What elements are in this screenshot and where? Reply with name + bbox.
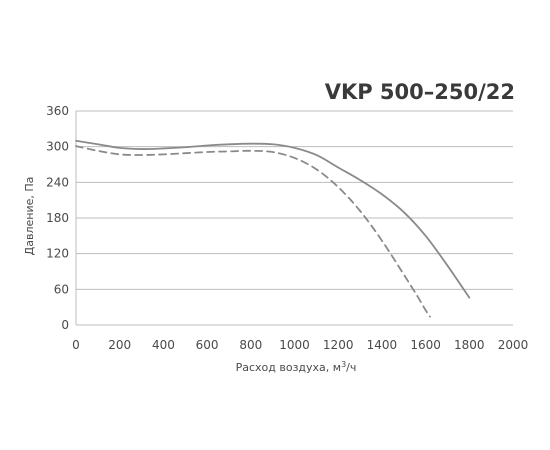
x-tick-label-400: 400 [152, 338, 175, 352]
y-tick-label-0: 0 [61, 318, 69, 332]
y-tick-label-300: 300 [46, 140, 69, 154]
x-axis-title-tail: /ч [346, 361, 356, 374]
x-tick-label-1200: 1200 [323, 338, 354, 352]
x-tick-label-0: 0 [72, 338, 80, 352]
x-axis-title-main: Расход воздуха, м [236, 361, 341, 374]
data-series [75, 139, 471, 318]
grid-lines [76, 110, 513, 290]
y-tick-labels: 0 60 120 180 240 300 360 [46, 104, 69, 332]
x-tick-label-1800: 1800 [454, 338, 485, 352]
y-tick-label-240: 240 [46, 175, 69, 189]
x-tick-label-200: 200 [108, 338, 131, 352]
x-tick-label-2000: 2000 [498, 338, 529, 352]
y-tick-label-360: 360 [46, 104, 69, 118]
x-axis-title-superscript: 3 [341, 360, 346, 369]
x-tick-label-1600: 1600 [410, 338, 441, 352]
chart-title: VKP 500–250/22 [325, 80, 515, 104]
y-tick-label-120: 120 [46, 247, 69, 261]
series-line-dashed [75, 145, 431, 318]
series-line-solid [75, 139, 471, 299]
x-tick-label-600: 600 [196, 338, 219, 352]
y-tick-label-180: 180 [46, 211, 69, 225]
x-tick-labels: 0 200 400 600 800 1000 1200 1400 1600 1800 2000 [72, 338, 528, 352]
y-tick-label-60: 60 [54, 282, 69, 296]
x-axis-title: Расход воздуха, м3/ч [236, 360, 357, 375]
y-axis-title: Давление, Па [23, 177, 36, 256]
x-tick-label-1400: 1400 [367, 338, 398, 352]
x-tick-label-1000: 1000 [279, 338, 310, 352]
x-tick-label-800: 800 [239, 338, 262, 352]
